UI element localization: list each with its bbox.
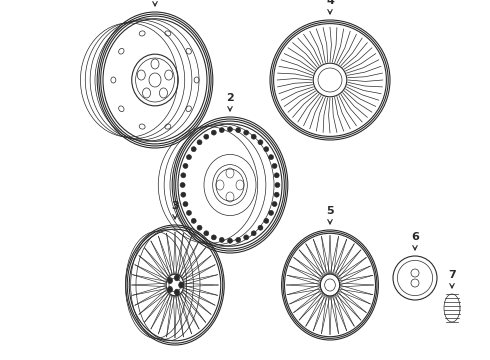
Ellipse shape [269, 210, 273, 215]
Ellipse shape [313, 63, 347, 97]
Ellipse shape [219, 127, 224, 132]
Ellipse shape [258, 225, 263, 230]
Ellipse shape [187, 155, 192, 159]
Ellipse shape [168, 278, 172, 284]
Ellipse shape [174, 275, 179, 281]
Ellipse shape [275, 183, 280, 188]
Ellipse shape [191, 147, 196, 152]
Ellipse shape [272, 163, 277, 168]
Ellipse shape [204, 231, 209, 236]
Ellipse shape [264, 147, 269, 152]
Ellipse shape [183, 202, 188, 207]
Ellipse shape [211, 130, 216, 135]
Text: 4: 4 [326, 0, 334, 14]
Ellipse shape [211, 235, 216, 240]
Ellipse shape [251, 231, 256, 236]
Ellipse shape [183, 163, 188, 168]
Ellipse shape [168, 287, 172, 292]
Ellipse shape [187, 210, 192, 215]
Ellipse shape [204, 134, 209, 139]
Ellipse shape [244, 130, 249, 135]
Ellipse shape [197, 140, 202, 145]
Ellipse shape [274, 192, 279, 197]
Ellipse shape [244, 235, 249, 240]
Ellipse shape [166, 274, 184, 296]
Ellipse shape [180, 183, 185, 188]
Ellipse shape [174, 289, 179, 295]
Ellipse shape [269, 155, 273, 159]
Ellipse shape [227, 127, 232, 132]
Text: 5: 5 [326, 206, 334, 224]
Text: 1: 1 [151, 0, 159, 6]
Text: 6: 6 [411, 232, 419, 250]
Ellipse shape [191, 219, 196, 223]
Ellipse shape [181, 173, 186, 178]
Text: 3: 3 [171, 201, 179, 219]
Ellipse shape [274, 173, 279, 178]
Ellipse shape [272, 202, 277, 207]
Ellipse shape [264, 219, 269, 223]
Ellipse shape [197, 225, 202, 230]
Ellipse shape [258, 140, 263, 145]
Ellipse shape [149, 73, 161, 87]
Ellipse shape [181, 192, 186, 197]
Ellipse shape [251, 134, 256, 139]
Ellipse shape [397, 260, 433, 296]
Ellipse shape [236, 127, 241, 132]
Ellipse shape [236, 237, 241, 242]
Text: 7: 7 [448, 270, 456, 288]
Text: 2: 2 [226, 93, 234, 111]
Ellipse shape [320, 274, 340, 296]
Ellipse shape [219, 237, 224, 242]
Ellipse shape [179, 282, 184, 288]
Ellipse shape [227, 238, 232, 243]
